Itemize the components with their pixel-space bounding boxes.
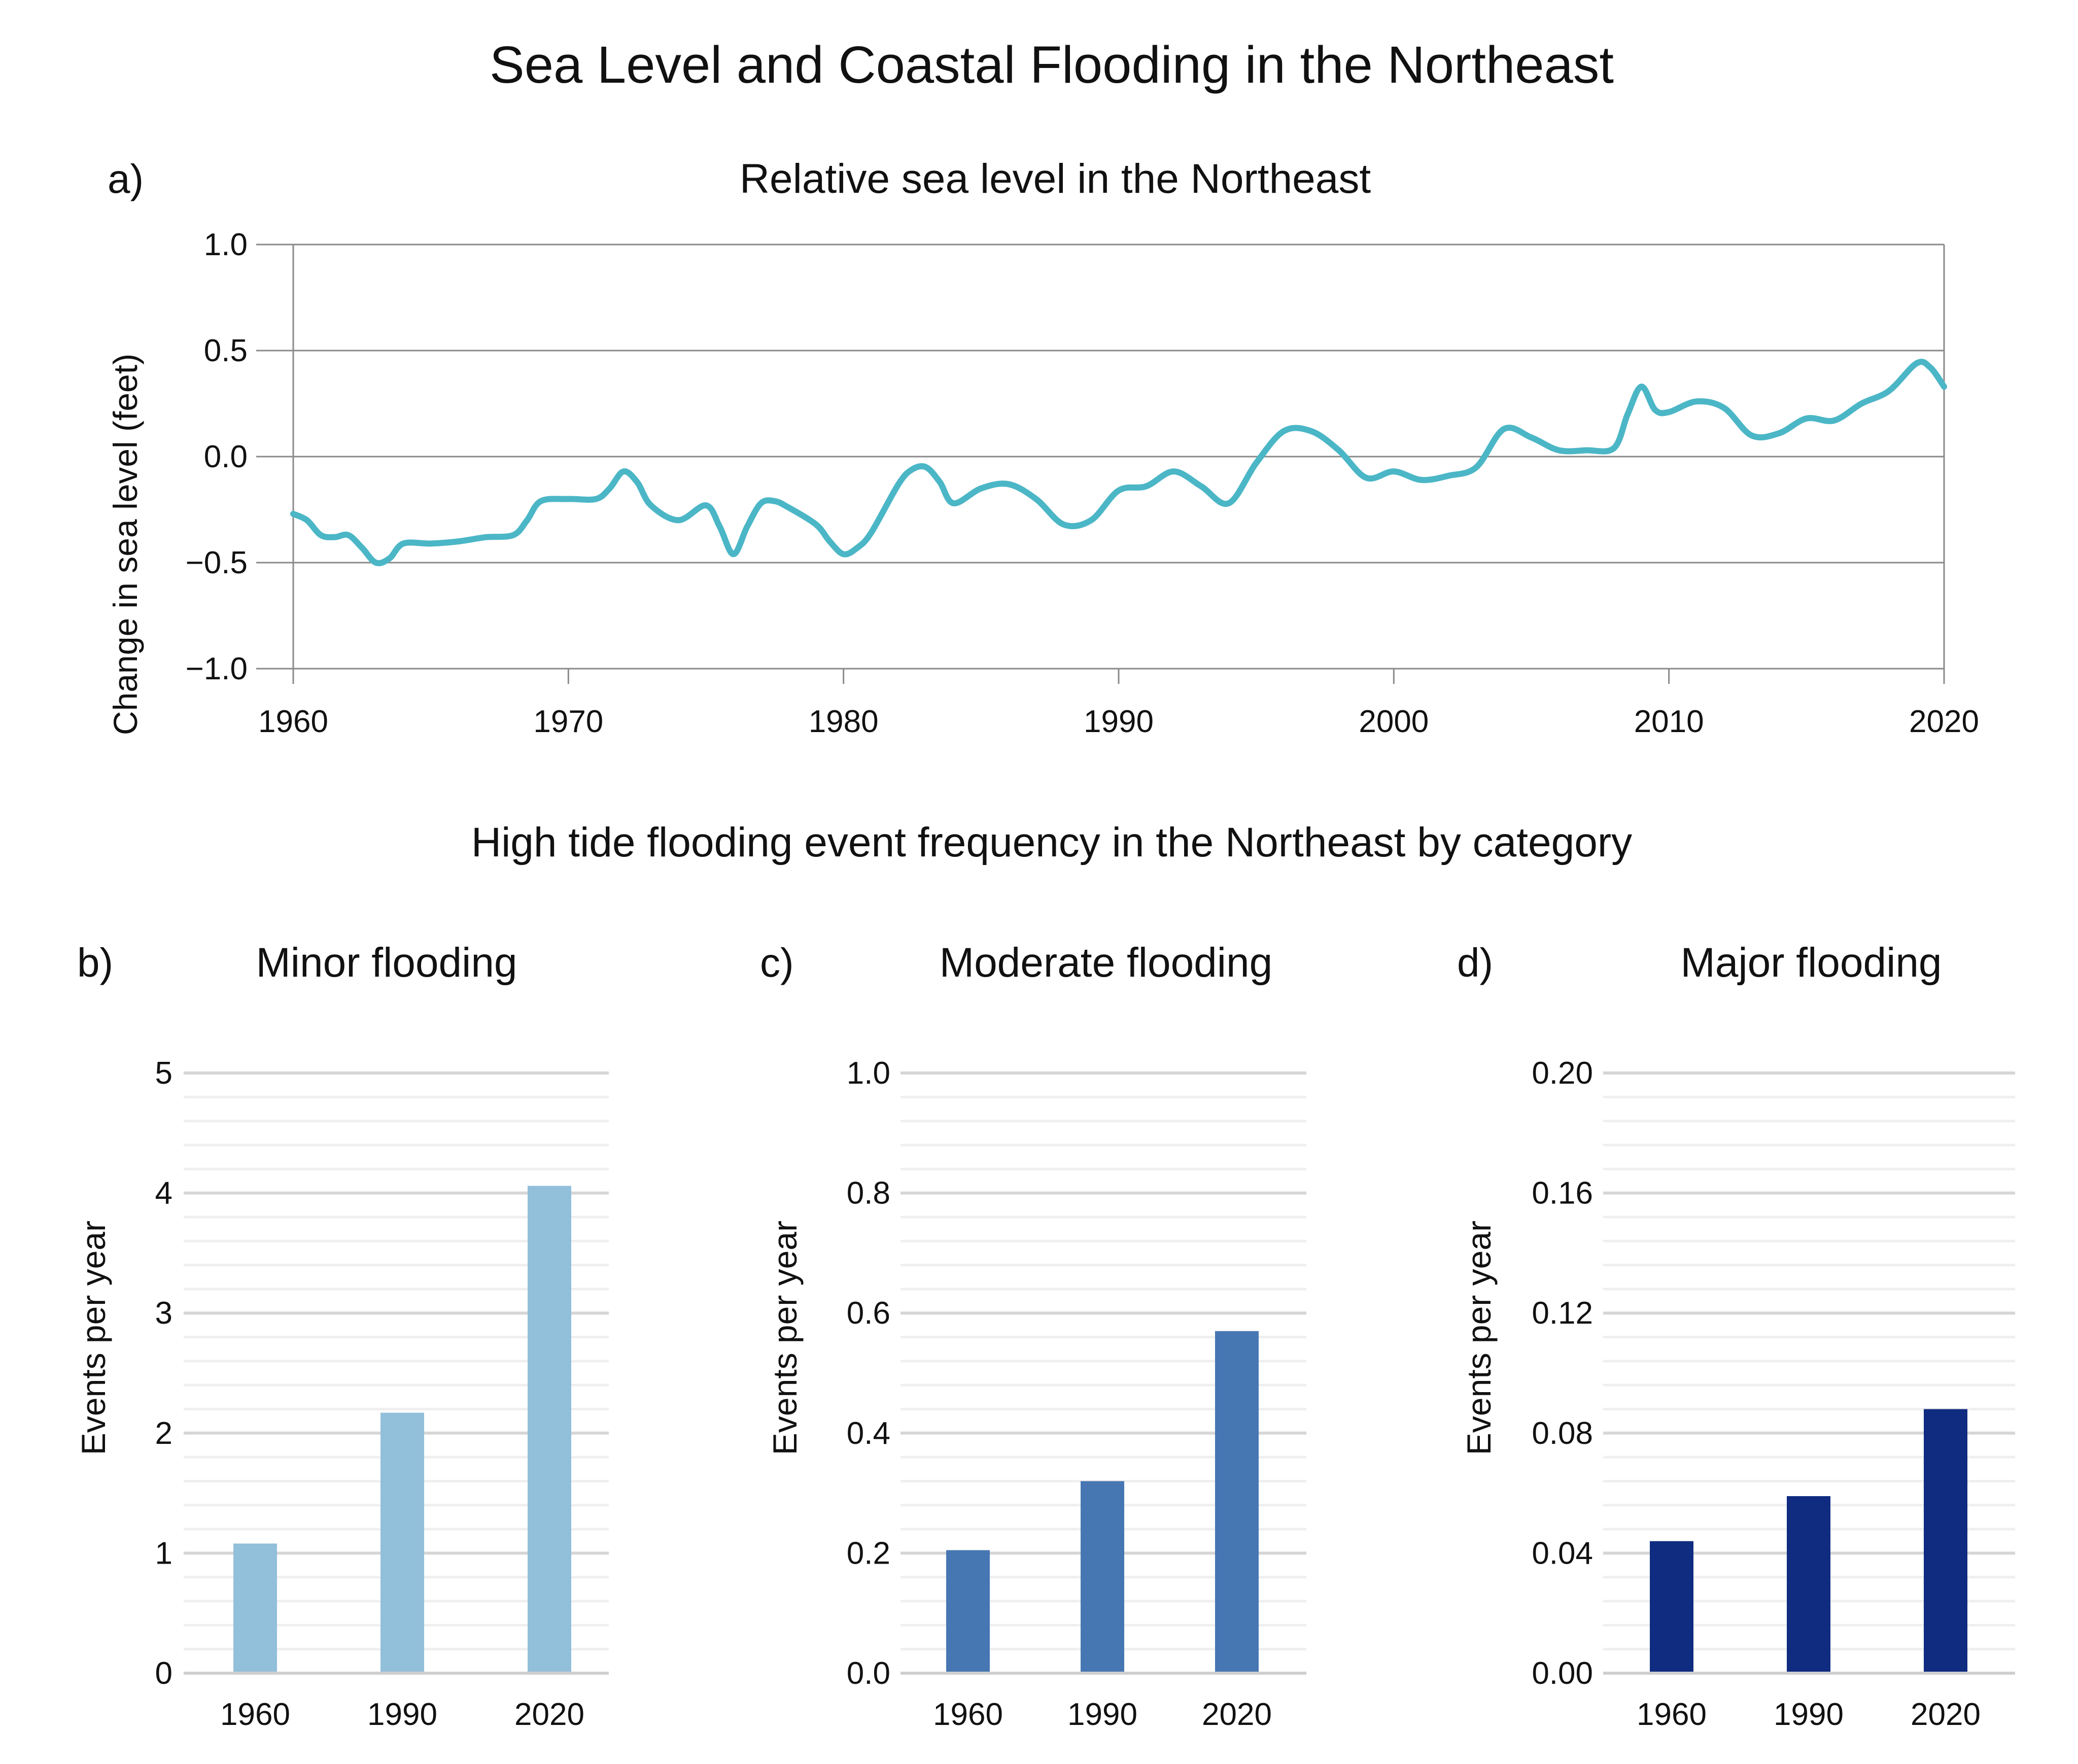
bar-chart-y-tick-label: 1.0 [847,1056,890,1091]
panel-tag-d: d) [1457,940,1493,985]
bar-chart-x-tick-label: 1990 [367,1697,437,1732]
bar-chart-y-axis-label-moderate: Events per year [766,1221,804,1455]
bar-chart-y-tick-label: 0.8 [847,1176,890,1211]
line-chart-x-tick-label: 2000 [1359,704,1429,739]
line-chart-ticks: 1.0 0.5 0.0 −0.5 −1.0 1960 1970 1980 1990 2000 201… [186,227,1979,739]
sea-level-line-chart: a) Relative sea level in the Northeast C… [107,156,1979,739]
bar-chart-y-tick-label: 0.4 [847,1416,890,1451]
bar-chart-y-tick-label: 0.6 [847,1296,890,1331]
sea-level-series-line [290,359,1947,567]
line-chart-grid [256,244,1945,684]
bar-chart-x-tick-label: 1990 [1067,1697,1137,1732]
bar-chart-x-tick-label: 1990 [1774,1697,1844,1732]
bar-chart-title-major: Major flooding [1680,940,1942,986]
bar-chart-title-minor: Minor flooding [256,940,517,986]
minor-flooding-bar-chart: b) Minor flooding Events per year 0 1 2 3 4 5… [75,940,609,1732]
major-flooding-bar-chart: d) Major flooding Events per year 0.00 0.… [1457,940,2015,1732]
bar-chart-x-tick-label: 1960 [933,1697,1003,1732]
bar-chart-x-tick-label: 2020 [1911,1697,1981,1732]
bar-chart-x-tick-label: 1960 [220,1697,290,1732]
bar-chart-y-tick-label: 2 [155,1416,172,1451]
bar-chart-y-tick-label: 0.16 [1532,1176,1593,1211]
line-chart-y-axis-label: Change in sea level (feet) [107,354,144,735]
line-chart-x-tick-label: 2010 [1634,704,1704,739]
bar-chart-y-tick-label: 1 [155,1536,172,1571]
line-chart-y-tick-label: 0.5 [204,333,248,368]
line-chart-y-tick-label: −1.0 [186,651,248,686]
line-chart-x-tick-label: 1960 [258,704,328,739]
main-title: Sea Level and Coastal Flooding in the No… [490,36,1614,94]
bar-chart-y-tick-label: 0.08 [1532,1416,1593,1451]
bar-chart-y-tick-label: 0 [155,1656,172,1691]
line-chart-x-tick-label: 1990 [1084,704,1154,739]
bar-chart-title-moderate: Moderate flooding [940,940,1272,986]
bar-chart-y-tick-label: 0.20 [1532,1056,1593,1091]
bar-2020 [1215,1331,1259,1672]
bar-chart-y-tick-label: 0.00 [1532,1656,1593,1691]
bar-chart-y-tick-label: 0.2 [847,1536,890,1571]
bar-chart-y-tick-label: 5 [155,1056,172,1091]
panel-tag-c: c) [760,940,794,985]
bar-1990 [380,1412,424,1672]
bar-chart-y-axis-label-major: Events per year [1460,1221,1498,1455]
line-chart-y-tick-label: −0.5 [186,545,248,580]
section-title: High tide flooding event frequency in th… [471,819,1632,866]
bar-2020 [528,1186,571,1672]
bar-2020 [1924,1409,1967,1672]
bar-1960 [946,1550,990,1672]
bar-chart-y-tick-label: 0.0 [847,1656,890,1691]
bar-chart-x-tick-label: 2020 [514,1697,584,1732]
bar-1990 [1787,1496,1830,1672]
bar-chart-x-tick-label: 2020 [1202,1697,1272,1732]
line-chart-y-tick-label: 0.0 [204,439,248,474]
panel-tag-b: b) [77,940,113,985]
bar-1960 [1650,1541,1693,1672]
bar-chart-y-tick-label: 3 [155,1296,172,1331]
bar-1990 [1081,1481,1124,1672]
bar-chart-y-tick-label: 0.04 [1532,1536,1593,1571]
line-chart-series [290,359,1947,567]
bar-chart-y-tick-label: 0.12 [1532,1296,1593,1331]
line-chart-x-tick-label: 2020 [1909,704,1979,739]
panel-tag-a: a) [108,156,144,201]
line-chart-title: Relative sea level in the Northeast [740,156,1371,202]
bar-chart-x-tick-label: 1960 [1637,1697,1707,1732]
bar-chart-y-axis-label-minor: Events per year [75,1221,112,1455]
moderate-flooding-bar-chart: c) Moderate flooding Events per year 0.0… [760,940,1306,1732]
line-chart-x-tick-label: 1980 [809,704,879,739]
bar-1960 [233,1543,277,1672]
line-chart-y-tick-label: 1.0 [204,227,248,262]
bar-chart-y-tick-label: 4 [155,1176,172,1211]
line-chart-x-tick-label: 1970 [533,704,603,739]
